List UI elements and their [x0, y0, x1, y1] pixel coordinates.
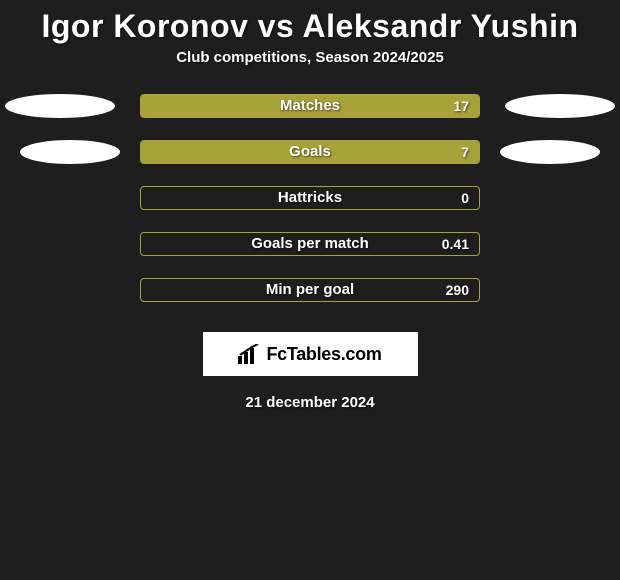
bar-track: Hattricks 0	[140, 186, 480, 210]
bar-track: Goals 7	[140, 140, 480, 164]
bar-value: 7	[461, 141, 469, 163]
bar-label: Hattricks	[141, 187, 479, 209]
player-right-marker	[500, 140, 600, 164]
bar-track: Min per goal 290	[140, 278, 480, 302]
bar-value: 0	[461, 187, 469, 209]
bar-label: Min per goal	[141, 279, 479, 301]
stat-row-goals-per-match: Goals per match 0.41	[0, 232, 620, 256]
date-text: 21 december 2024	[0, 394, 620, 411]
bar-track: Goals per match 0.41	[140, 232, 480, 256]
bar-value: 290	[446, 279, 469, 301]
page-title: Igor Koronov vs Aleksandr Yushin	[0, 0, 620, 49]
subtitle: Club competitions, Season 2024/2025	[0, 49, 620, 94]
player-left-marker	[5, 94, 115, 118]
stat-row-goals: Goals 7	[0, 140, 620, 164]
player-left-marker	[20, 140, 120, 164]
brand-logo-text: FcTables.com	[266, 344, 381, 365]
stat-row-min-per-goal: Min per goal 290	[0, 278, 620, 302]
bar-label: Matches	[141, 95, 479, 117]
stat-row-matches: Matches 17	[0, 94, 620, 118]
bar-track: Matches 17	[140, 94, 480, 118]
stat-rows: Matches 17 Goals 7 Hattricks 0 Goals per…	[0, 94, 620, 302]
brand-logo: FcTables.com	[203, 332, 418, 376]
bar-label: Goals	[141, 141, 479, 163]
bar-value: 0.41	[442, 233, 469, 255]
bar-label: Goals per match	[141, 233, 479, 255]
stat-row-hattricks: Hattricks 0	[0, 186, 620, 210]
bar-value: 17	[453, 95, 469, 117]
bar-chart-icon	[238, 344, 260, 364]
player-right-marker	[505, 94, 615, 118]
